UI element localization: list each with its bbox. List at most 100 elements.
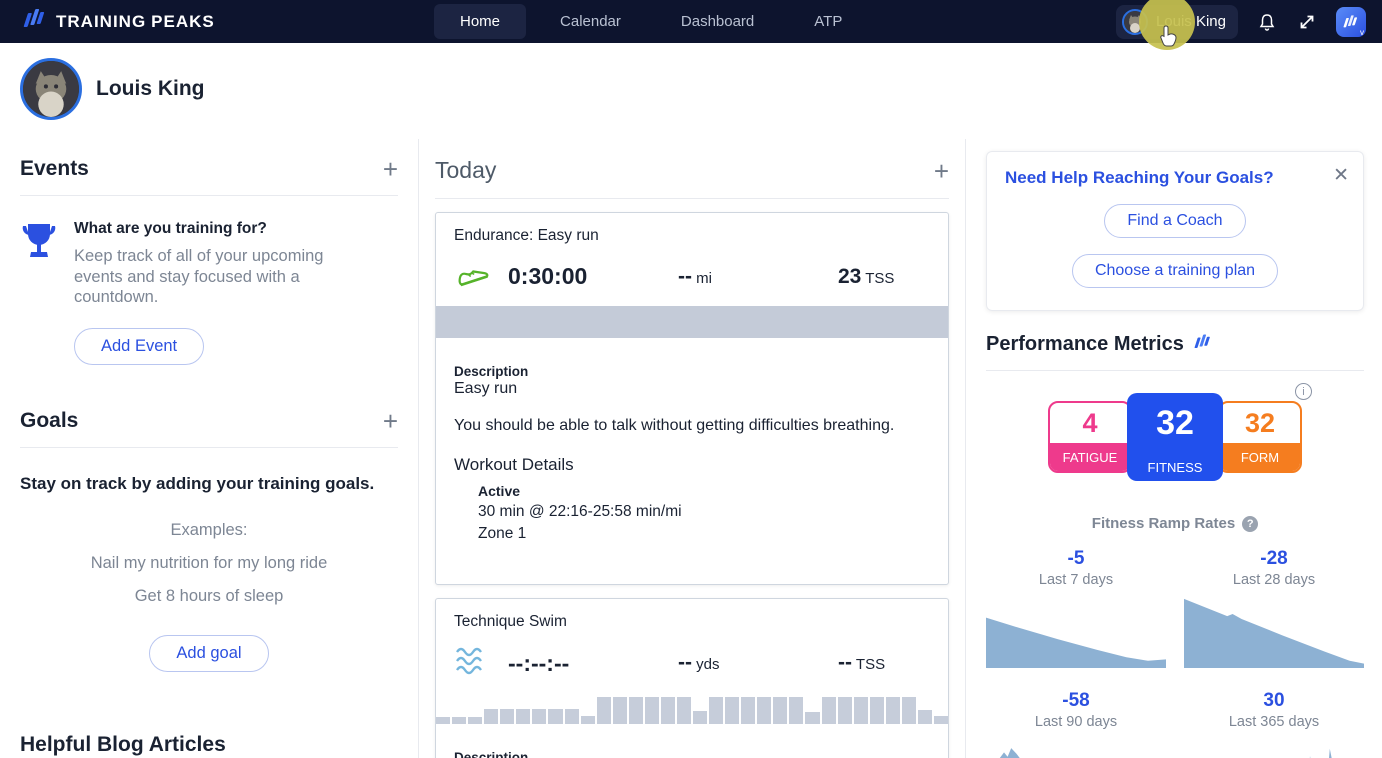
profile-header: Louis King	[20, 58, 205, 120]
blog-section-title: Helpful Blog Articles	[20, 733, 226, 756]
ramp-cell-7days: -5 Last 7 days	[986, 548, 1166, 668]
workout-card-swim[interactable]: Technique Swim --:--:-- -- yds -- TSS De…	[435, 597, 949, 758]
ramp-value: -58	[1062, 690, 1090, 711]
today-title: Today	[435, 157, 497, 183]
ramp-chart-365days	[1309, 748, 1332, 758]
add-goal-button[interactable]: Add goal	[149, 634, 269, 672]
workout-distance: -- yds	[678, 651, 720, 675]
events-section-title: Events	[20, 157, 89, 180]
run-shoe-icon	[454, 259, 508, 294]
app-version-mark: v	[1360, 27, 1364, 37]
goal-example-2: Get 8 hours of sleep	[134, 586, 284, 605]
description-label: Description	[454, 364, 529, 379]
workout-duration: 0:30:00	[508, 263, 588, 289]
notifications-bell-icon[interactable]	[1256, 11, 1278, 33]
profile-avatar[interactable]	[20, 58, 82, 120]
ramp-cell-365days: 30 Last 365 days	[1184, 690, 1364, 758]
workout-distance: -- mi	[678, 264, 712, 288]
primary-tabs: Home Calendar Dashboard ATP	[434, 0, 868, 43]
trainingpeaks-app-icon[interactable]: v	[1336, 6, 1366, 37]
ramp-rates-title: Fitness Ramp Rates	[1091, 515, 1236, 532]
goal-example-1: Nail my nutrition for my long ride	[90, 553, 328, 572]
user-name: Louis King	[1155, 13, 1226, 30]
workout-tss: 23 TSS	[838, 264, 895, 288]
ramp-chart-90days	[999, 748, 1020, 758]
form-label: FORM	[1220, 443, 1300, 471]
workout-details-heading: Workout Details	[454, 454, 574, 474]
ramp-label: Last 90 days	[1034, 714, 1118, 730]
add-event-button[interactable]: Add Event	[74, 327, 205, 365]
fatigue-label: FATIGUE	[1050, 443, 1130, 471]
choose-plan-button[interactable]: Choose a training plan	[1071, 254, 1279, 288]
find-coach-button[interactable]: Find a Coach	[1104, 204, 1246, 238]
right-column: Need Help Reaching Your Goals? ✕ Find a …	[966, 139, 1382, 758]
description-title: Easy run	[454, 380, 518, 397]
ramp-chart-28days	[1184, 598, 1364, 668]
tab-calendar[interactable]: Calendar	[560, 13, 621, 30]
tab-atp[interactable]: ATP	[814, 13, 843, 30]
ramp-chart-7days	[986, 617, 1166, 668]
events-empty-title: What are you training for?	[74, 220, 267, 237]
workout-title: Technique Swim	[454, 612, 567, 630]
ramp-value: -28	[1260, 548, 1288, 569]
add-goal-plus-icon[interactable]: +	[382, 405, 398, 436]
workout-intensity-bar	[436, 306, 948, 338]
set-line: 30 min @ 22:16-25:58 min/mi	[478, 502, 682, 520]
workout-title: Endurance: Easy run	[454, 227, 599, 244]
swim-structure-graph	[436, 694, 948, 724]
form-metric[interactable]: 32 FORM	[1218, 401, 1302, 473]
description-label: Description	[454, 749, 529, 758]
fitness-value: 32	[1156, 403, 1194, 442]
trainingpeaks-mini-icon	[1192, 333, 1214, 356]
workout-card-run[interactable]: Endurance: Easy run 0:30:00 -- mi 23 TSS…	[435, 212, 949, 585]
divider	[20, 195, 398, 196]
brand-name: TRAINING PEAKS	[56, 11, 215, 31]
help-card: Need Help Reaching Your Goals? ✕ Find a …	[986, 151, 1364, 311]
ramp-label: Last 7 days	[1038, 572, 1114, 588]
workout-tss: -- TSS	[838, 651, 886, 675]
ramp-cell-90days: -58 Last 90 days	[986, 690, 1166, 758]
add-workout-plus-icon[interactable]: +	[933, 155, 949, 186]
set-label: Active	[478, 482, 521, 499]
expand-fullscreen-icon[interactable]	[1296, 11, 1318, 33]
top-nav: TRAINING PEAKS Home Calendar Dashboard AT…	[0, 0, 1382, 43]
help-question-icon[interactable]: ?	[1242, 515, 1259, 532]
swim-waves-icon	[454, 645, 508, 682]
tab-dashboard[interactable]: Dashboard	[680, 13, 755, 30]
ramp-label: Last 365 days	[1228, 714, 1320, 730]
user-menu[interactable]: Louis King	[1115, 4, 1238, 39]
fitness-label: FITNESS	[1147, 459, 1203, 475]
goals-examples-heading: Examples:	[170, 520, 248, 539]
workout-duration: --:--:--	[508, 649, 570, 676]
close-icon[interactable]: ✕	[1333, 165, 1349, 186]
fitness-metric[interactable]: 32 FITNESS	[1127, 393, 1223, 481]
trainingpeaks-slashes-icon	[22, 7, 48, 36]
divider	[435, 198, 949, 199]
form-value: 32	[1244, 407, 1276, 438]
info-icon[interactable]: i	[1295, 383, 1312, 400]
today-column: Today + Endurance: Easy run 0:30:00 -- m…	[418, 139, 966, 758]
trophy-icon	[20, 220, 58, 365]
brand-logo[interactable]: TRAINING PEAKS	[22, 7, 215, 36]
ramp-label: Last 28 days	[1232, 572, 1316, 588]
divider	[986, 370, 1364, 371]
performance-metrics-title: Performance Metrics	[986, 333, 1184, 355]
athlete-name: Louis King	[96, 77, 205, 100]
description-body: You should be able to talk without getti…	[454, 416, 895, 434]
add-event-plus-icon[interactable]: +	[382, 154, 398, 184]
tab-home[interactable]: Home	[434, 4, 527, 39]
user-avatar	[1121, 8, 1148, 35]
ramp-cell-28days: -28 Last 28 days	[1184, 548, 1364, 668]
divider	[20, 446, 398, 448]
left-column: Events + What are you training for? Keep…	[0, 139, 418, 758]
nav-right: Louis King v	[1115, 0, 1366, 43]
ramp-value: -5	[1067, 548, 1085, 569]
goals-section-title: Goals	[20, 408, 79, 432]
metric-boxes: 4 FATIGUE 32 FITNESS 32 FORM i	[986, 383, 1364, 481]
events-empty-body: Keep track of all of your upcoming event…	[74, 247, 324, 307]
help-card-title: Need Help Reaching Your Goals?	[1005, 168, 1274, 187]
ramp-value: 30	[1263, 690, 1285, 711]
set-line: Zone 1	[478, 525, 527, 543]
fatigue-value: 4	[1082, 407, 1098, 438]
fatigue-metric[interactable]: 4 FATIGUE	[1048, 401, 1132, 473]
